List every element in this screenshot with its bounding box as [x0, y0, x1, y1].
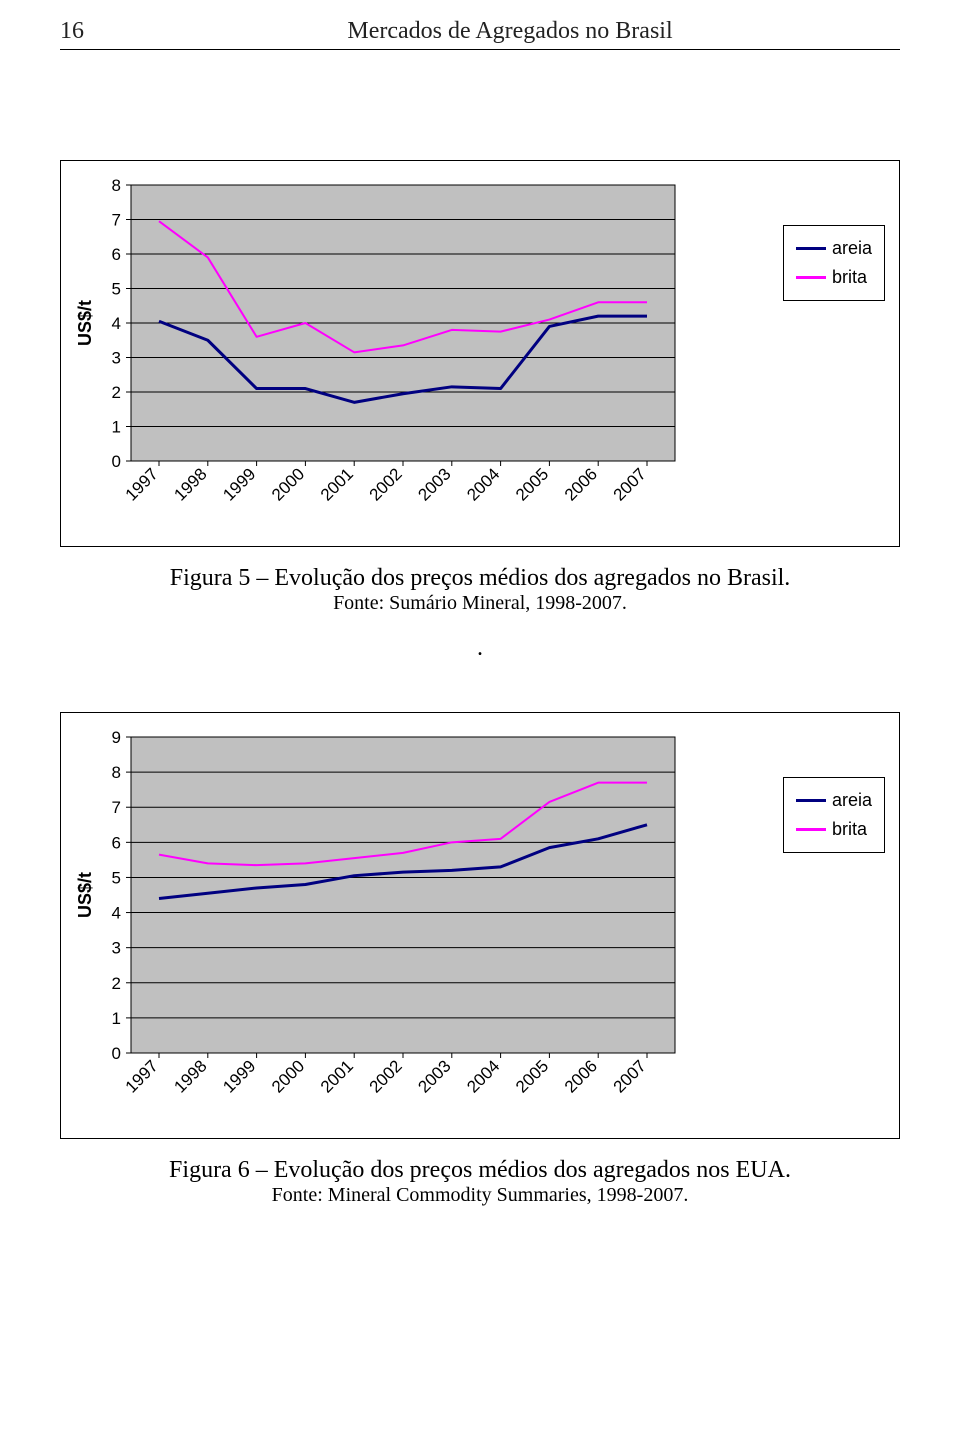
- svg-text:2000: 2000: [268, 1056, 308, 1096]
- legend-swatch-brita-2: [796, 828, 826, 831]
- svg-text:9: 9: [112, 728, 121, 747]
- svg-text:1: 1: [112, 418, 121, 437]
- svg-text:1999: 1999: [219, 464, 259, 504]
- page-header: 16 Mercados de Agregados no Brasil: [60, 0, 900, 50]
- separator-dot: .: [60, 635, 900, 662]
- svg-text:2005: 2005: [512, 464, 552, 504]
- chart1-svg: 0123456781997199819992000200120022003200…: [75, 175, 695, 535]
- svg-text:2006: 2006: [561, 1056, 601, 1096]
- svg-text:US$/t: US$/t: [75, 300, 95, 346]
- svg-text:5: 5: [112, 280, 121, 299]
- svg-text:2006: 2006: [561, 464, 601, 504]
- svg-text:2: 2: [112, 383, 121, 402]
- svg-text:3: 3: [112, 939, 121, 958]
- svg-text:1998: 1998: [170, 464, 210, 504]
- svg-text:2001: 2001: [317, 464, 357, 504]
- legend-label-brita-2: brita: [832, 819, 867, 840]
- legend-row-areia: areia: [796, 234, 872, 263]
- svg-text:4: 4: [112, 904, 121, 923]
- svg-text:2002: 2002: [366, 1056, 406, 1096]
- chart2-svg: 0123456789199719981999200020012002200320…: [75, 727, 695, 1127]
- svg-text:2007: 2007: [610, 1056, 650, 1096]
- legend-swatch-brita: [796, 276, 826, 279]
- chart2-caption: Figura 6 – Evolução dos preços médios do…: [60, 1157, 900, 1207]
- svg-text:6: 6: [112, 245, 121, 264]
- chart2-frame: 0123456789199719981999200020012002200320…: [60, 712, 900, 1139]
- svg-text:1998: 1998: [170, 1056, 210, 1096]
- page: 16 Mercados de Agregados no Brasil 01234…: [0, 0, 960, 1267]
- legend-swatch-areia-2: [796, 799, 826, 802]
- svg-text:1: 1: [112, 1009, 121, 1028]
- svg-text:2003: 2003: [414, 1056, 454, 1096]
- svg-text:US$/t: US$/t: [75, 872, 95, 918]
- svg-text:1999: 1999: [219, 1056, 259, 1096]
- legend-label-areia: areia: [832, 238, 872, 259]
- svg-text:0: 0: [112, 452, 121, 471]
- legend-row-brita: brita: [796, 263, 872, 292]
- chart1-legend: areia brita: [783, 225, 885, 301]
- svg-text:3: 3: [112, 349, 121, 368]
- chart1-frame: 0123456781997199819992000200120022003200…: [60, 160, 900, 547]
- legend-label-brita: brita: [832, 267, 867, 288]
- chart1-caption-source: Fonte: Sumário Mineral, 1998-2007.: [60, 592, 900, 615]
- svg-text:8: 8: [112, 763, 121, 782]
- svg-text:8: 8: [112, 176, 121, 195]
- svg-text:2004: 2004: [463, 464, 503, 504]
- chart2: 0123456789199719981999200020012002200320…: [75, 727, 771, 1132]
- svg-text:2: 2: [112, 974, 121, 993]
- svg-text:6: 6: [112, 833, 121, 852]
- legend-label-areia-2: areia: [832, 790, 872, 811]
- chart2-caption-title: Figura 6 – Evolução dos preços médios do…: [60, 1157, 900, 1184]
- svg-text:2007: 2007: [610, 464, 650, 504]
- svg-text:0: 0: [112, 1044, 121, 1063]
- svg-text:2001: 2001: [317, 1056, 357, 1096]
- legend-row-brita-2: brita: [796, 815, 872, 844]
- svg-text:7: 7: [112, 798, 121, 817]
- chart1: 0123456781997199819992000200120022003200…: [75, 175, 771, 540]
- svg-text:2003: 2003: [414, 464, 454, 504]
- chart1-caption-title: Figura 5 – Evolução dos preços médios do…: [60, 565, 900, 592]
- svg-text:2004: 2004: [463, 1056, 503, 1096]
- svg-text:7: 7: [112, 211, 121, 230]
- svg-text:1997: 1997: [122, 1056, 162, 1096]
- svg-text:2002: 2002: [366, 464, 406, 504]
- page-number: 16: [60, 18, 120, 45]
- svg-text:2000: 2000: [268, 464, 308, 504]
- chart1-caption: Figura 5 – Evolução dos preços médios do…: [60, 565, 900, 615]
- svg-text:2005: 2005: [512, 1056, 552, 1096]
- chart2-legend: areia brita: [783, 777, 885, 853]
- svg-text:5: 5: [112, 868, 121, 887]
- page-title: Mercados de Agregados no Brasil: [120, 18, 900, 45]
- svg-text:4: 4: [112, 314, 121, 333]
- legend-swatch-areia: [796, 247, 826, 250]
- legend-row-areia-2: areia: [796, 786, 872, 815]
- chart2-caption-source: Fonte: Mineral Commodity Summaries, 1998…: [60, 1184, 900, 1207]
- svg-text:1997: 1997: [122, 464, 162, 504]
